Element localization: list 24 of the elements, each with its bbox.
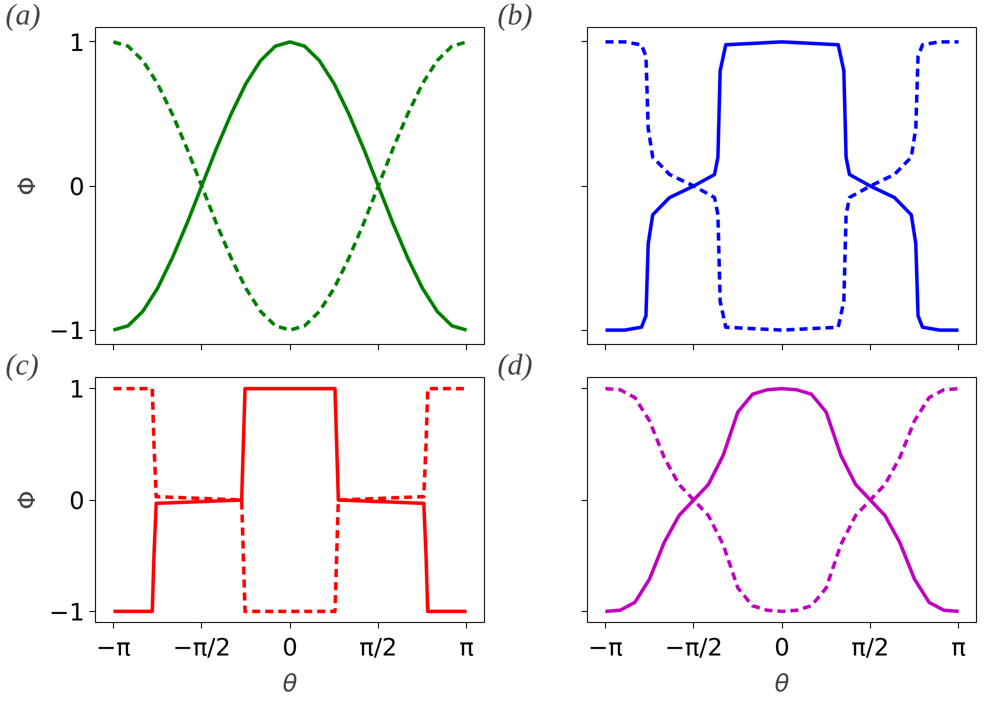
y-tick-label: 0 [69, 173, 85, 201]
x-tick-label: 0 [282, 634, 298, 662]
x-axis-title: θ [282, 670, 298, 698]
chart-title: (c) [6, 348, 39, 382]
chart-title: (b) [498, 0, 532, 32]
x-tick-label: π [459, 634, 474, 662]
x-axis-title: θ [774, 670, 790, 698]
chart-title: (d) [498, 348, 532, 382]
chart-title: (a) [6, 0, 40, 32]
y-tick-label: 0 [69, 487, 85, 515]
x-tick-label: π/2 [851, 634, 890, 662]
y-tick-label: −1 [49, 317, 85, 346]
x-tick-label: 0 [774, 634, 790, 662]
y-axis-title: Φ [13, 490, 42, 510]
y-axis-title: Φ [13, 176, 42, 196]
x-tick-label: −π [96, 634, 131, 662]
x-tick-label: −π/2 [172, 634, 231, 662]
y-tick-label: −1 [49, 598, 85, 626]
x-tick-label: π/2 [359, 634, 398, 662]
x-tick-label: −π/2 [664, 634, 723, 662]
y-tick-label: 1 [69, 376, 85, 404]
x-tick-label: −π [588, 634, 623, 662]
y-tick-label: 1 [69, 28, 85, 57]
x-tick-label: π [951, 634, 966, 662]
